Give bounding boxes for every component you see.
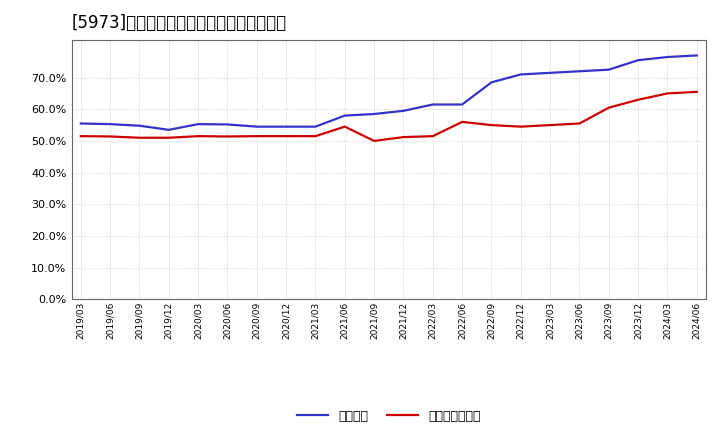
- 固定比率: [516, 72, 525, 77]
- 固定長期適合率: [605, 105, 613, 110]
- 固定長期適合率: [311, 133, 320, 139]
- 固定長期適合率: [693, 89, 701, 95]
- 固定比率: [106, 121, 114, 127]
- 固定長期適合率: [516, 124, 525, 129]
- 固定比率: [76, 121, 85, 126]
- 固定比率: [253, 124, 261, 129]
- Legend: 固定比率, 固定長期適合率: 固定比率, 固定長期適合率: [292, 405, 486, 428]
- 固定比率: [605, 67, 613, 72]
- 固定比率: [311, 124, 320, 129]
- 固定長期適合率: [487, 122, 496, 128]
- 固定比率: [164, 127, 173, 132]
- 固定長期適合率: [663, 91, 672, 96]
- Line: 固定長期適合率: 固定長期適合率: [81, 92, 697, 141]
- 固定長期適合率: [546, 122, 554, 128]
- 固定比率: [399, 108, 408, 114]
- 固定長期適合率: [282, 133, 290, 139]
- 固定比率: [135, 123, 144, 128]
- 固定比率: [487, 80, 496, 85]
- 固定長期適合率: [76, 133, 85, 139]
- 固定比率: [693, 53, 701, 58]
- 固定長期適合率: [223, 134, 232, 139]
- Text: [5973]　固定比率、固定長期適合率の推移: [5973] 固定比率、固定長期適合率の推移: [72, 15, 287, 33]
- 固定比率: [458, 102, 467, 107]
- 固定比率: [223, 122, 232, 127]
- 固定長期適合率: [341, 124, 349, 129]
- 固定比率: [370, 111, 379, 117]
- 固定比率: [546, 70, 554, 76]
- 固定比率: [575, 69, 584, 74]
- 固定比率: [428, 102, 437, 107]
- 固定比率: [282, 124, 290, 129]
- 固定比率: [341, 113, 349, 118]
- 固定長期適合率: [428, 133, 437, 139]
- 固定長期適合率: [458, 119, 467, 125]
- 固定長期適合率: [370, 138, 379, 143]
- 固定比率: [194, 121, 202, 127]
- 固定長期適合率: [194, 133, 202, 139]
- 固定比率: [634, 58, 642, 63]
- 固定長期適合率: [253, 133, 261, 139]
- 固定長期適合率: [399, 135, 408, 140]
- 固定長期適合率: [106, 134, 114, 139]
- 固定長期適合率: [575, 121, 584, 126]
- Line: 固定比率: 固定比率: [81, 55, 697, 130]
- 固定長期適合率: [135, 135, 144, 140]
- 固定長期適合率: [634, 97, 642, 103]
- 固定比率: [663, 55, 672, 60]
- 固定長期適合率: [164, 135, 173, 140]
